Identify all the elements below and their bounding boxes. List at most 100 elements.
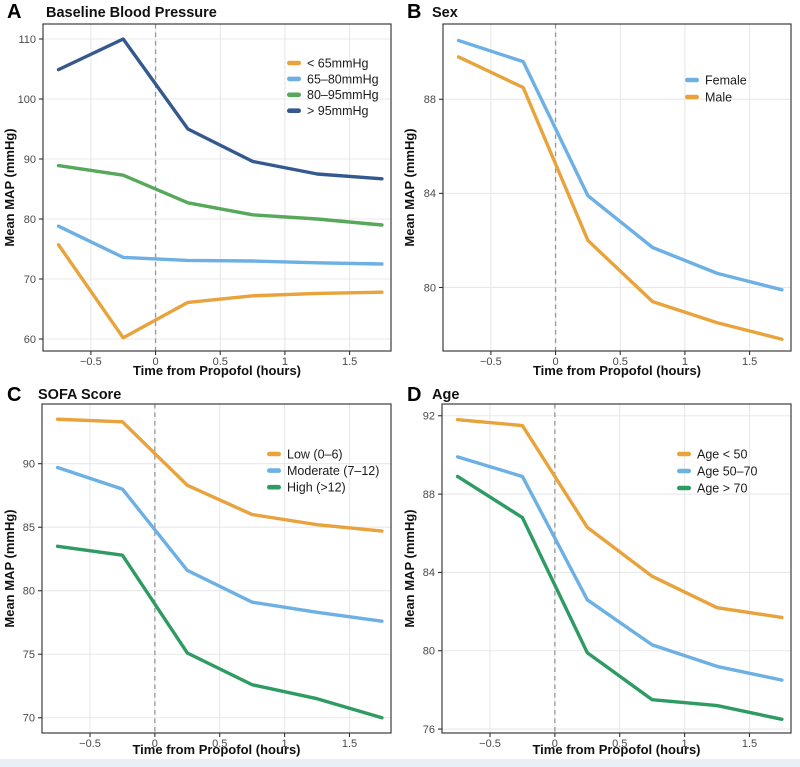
axis-ticks bbox=[439, 98, 751, 355]
legend-item-3: > 95mmHg bbox=[287, 104, 369, 118]
series-line-2 bbox=[55, 544, 384, 720]
panel-c-title: SOFA Score bbox=[38, 387, 122, 403]
axis-tick-labels: 76 80 84 88 92 −0.5 0 0.5 1 1.5 bbox=[423, 411, 757, 750]
axis-ticks bbox=[438, 415, 751, 737]
svg-text:110: 110 bbox=[18, 34, 36, 46]
legend-label: Low (0–6) bbox=[287, 447, 343, 461]
legend-label: Female bbox=[705, 73, 747, 87]
panel-d-chart: 76 80 84 88 92 −0.5 0 0.5 1 1.5 Time from Propofol… bbox=[402, 403, 792, 757]
svg-text:0.5: 0.5 bbox=[613, 356, 628, 368]
svg-text:1.5: 1.5 bbox=[342, 738, 357, 750]
y-axis-label: Mean MAP (mmHg) bbox=[402, 128, 417, 246]
svg-text:−0.5: −0.5 bbox=[79, 738, 101, 750]
svg-text:90: 90 bbox=[24, 154, 36, 166]
legend-swatch bbox=[267, 484, 281, 490]
legend-label: 80–95mmHg bbox=[307, 88, 379, 102]
svg-text:1.5: 1.5 bbox=[342, 356, 357, 368]
series-line-2 bbox=[56, 163, 384, 227]
panel-age: 76 80 84 88 92 −0.5 0 0.5 1 1.5 Time from Propofol… bbox=[400, 383, 800, 759]
legend-label: Moderate (7–12) bbox=[287, 464, 379, 478]
legend-swatch bbox=[677, 485, 691, 491]
svg-text:−0.5: −0.5 bbox=[80, 356, 102, 368]
legend: < 65mmHg 65–80mmHg 80–95mmHg > 95mmHg bbox=[287, 56, 379, 118]
axis-ticks bbox=[38, 463, 351, 737]
svg-text:1: 1 bbox=[682, 738, 688, 750]
svg-text:70: 70 bbox=[23, 713, 35, 725]
legend-label: 65–80mmHg bbox=[307, 72, 379, 86]
svg-text:70: 70 bbox=[24, 274, 36, 286]
legend-swatch bbox=[677, 468, 691, 474]
legend: Female Male bbox=[685, 73, 747, 104]
svg-text:1: 1 bbox=[282, 356, 288, 368]
svg-text:1: 1 bbox=[682, 356, 688, 368]
series-line-2 bbox=[455, 474, 784, 721]
series-line-0 bbox=[456, 38, 784, 292]
bottom-strip bbox=[0, 759, 800, 767]
panel-b-title: Sex bbox=[432, 5, 458, 21]
legend-swatch bbox=[267, 468, 281, 473]
svg-text:0.5: 0.5 bbox=[212, 738, 227, 750]
svg-text:76: 76 bbox=[423, 724, 435, 736]
panel-c-letter: C bbox=[7, 384, 22, 406]
axis-tick-labels: 60 70 80 90 100 110 −0.5 0 0.5 1 1.5 bbox=[18, 34, 358, 368]
series-line-1 bbox=[455, 455, 784, 682]
svg-text:0: 0 bbox=[552, 738, 558, 750]
panel-c-chart: 70 75 80 85 90 −0.5 0 0.5 1 1.5 Time from Propofol… bbox=[2, 403, 392, 757]
axis-tick-labels: 80 84 88 −0.5 0 0.5 1 1.5 bbox=[424, 94, 758, 368]
legend-swatch bbox=[287, 92, 301, 98]
legend-item-1: Male bbox=[685, 90, 732, 104]
legend-swatch bbox=[685, 77, 699, 83]
x-axis-label: Time from Propofol (hours) bbox=[533, 363, 701, 378]
legend-swatch bbox=[287, 60, 301, 66]
svg-text:0: 0 bbox=[552, 356, 558, 368]
y-axis-label: Mean MAP (mmHg) bbox=[2, 128, 17, 246]
svg-text:92: 92 bbox=[423, 411, 435, 423]
legend-label: > 95mmHg bbox=[307, 104, 369, 118]
plot-border bbox=[41, 403, 392, 734]
svg-text:0: 0 bbox=[152, 738, 158, 750]
plot-border bbox=[42, 23, 392, 352]
legend-item-0: Low (0–6) bbox=[267, 447, 343, 461]
legend-item-1: 65–80mmHg bbox=[287, 72, 379, 86]
svg-text:84: 84 bbox=[423, 567, 435, 579]
svg-text:60: 60 bbox=[24, 334, 36, 346]
series-line-1 bbox=[456, 55, 784, 341]
legend-label: High (>12) bbox=[287, 481, 346, 495]
legend-label: Age 50–70 bbox=[697, 464, 758, 478]
svg-text:75: 75 bbox=[23, 649, 35, 661]
legend-item-2: 80–95mmHg bbox=[287, 88, 379, 102]
legend-item-0: Age < 50 bbox=[677, 447, 747, 461]
panel-d-letter: D bbox=[407, 384, 422, 406]
series-line-1 bbox=[56, 224, 384, 266]
panel-b-chart: 80 84 88 −0.5 0 0.5 1 1.5 Time from Propofol (ho… bbox=[402, 23, 792, 378]
panel-a-letter: A bbox=[7, 1, 22, 23]
y-axis-label: Mean MAP (mmHg) bbox=[2, 509, 17, 627]
svg-text:0.5: 0.5 bbox=[612, 738, 627, 750]
axis-ticks bbox=[39, 38, 351, 355]
legend-swatch bbox=[287, 76, 301, 82]
svg-text:1.5: 1.5 bbox=[742, 738, 757, 750]
plot-background bbox=[442, 404, 791, 733]
panel-b-letter: B bbox=[407, 1, 422, 23]
panel-baseline-blood-pressure: 60 70 80 90 100 110 −0.5 0 0.5 1 1.5 Time from Prop… bbox=[0, 0, 400, 383]
series-line-3 bbox=[56, 37, 384, 181]
svg-text:80: 80 bbox=[423, 646, 435, 658]
legend: Age < 50 Age 50–70 Age > 70 bbox=[677, 447, 758, 495]
svg-text:88: 88 bbox=[423, 489, 435, 501]
legend-swatch bbox=[287, 108, 301, 113]
legend-label: Age > 70 bbox=[697, 481, 747, 495]
legend-label: Male bbox=[705, 90, 732, 104]
panel-d-title: Age bbox=[432, 387, 460, 403]
x-axis-label: Time from Propofol (hours) bbox=[532, 742, 700, 757]
svg-text:85: 85 bbox=[23, 522, 35, 534]
panel-sofa-score: 70 75 80 85 90 −0.5 0 0.5 1 1.5 Time from Propofol… bbox=[0, 383, 400, 759]
legend-item-0: Female bbox=[685, 73, 747, 87]
legend-label: < 65mmHg bbox=[307, 56, 369, 70]
legend-swatch bbox=[677, 451, 691, 457]
svg-text:80: 80 bbox=[23, 586, 35, 598]
x-axis-label: Time from Propofol (hours) bbox=[132, 742, 300, 757]
legend-item-2: High (>12) bbox=[267, 481, 346, 495]
svg-text:84: 84 bbox=[424, 188, 436, 200]
svg-text:100: 100 bbox=[18, 94, 36, 106]
legend-item-0: < 65mmHg bbox=[287, 56, 369, 70]
